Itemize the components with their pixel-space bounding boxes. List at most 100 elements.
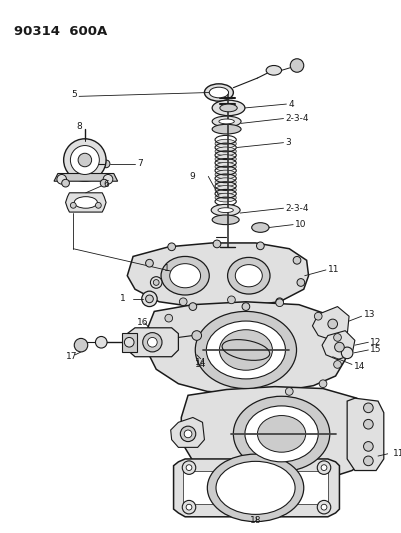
Circle shape [164, 314, 172, 322]
Circle shape [179, 298, 186, 305]
Text: 1: 1 [119, 294, 125, 303]
Circle shape [363, 441, 372, 451]
Polygon shape [181, 386, 377, 482]
Ellipse shape [212, 215, 239, 224]
Circle shape [150, 277, 162, 288]
Circle shape [95, 203, 101, 208]
Ellipse shape [235, 265, 261, 287]
Polygon shape [312, 306, 348, 341]
Circle shape [227, 296, 235, 304]
Ellipse shape [215, 178, 236, 187]
Ellipse shape [219, 104, 237, 112]
Circle shape [363, 456, 372, 466]
Polygon shape [54, 174, 117, 181]
Ellipse shape [215, 462, 294, 514]
Ellipse shape [215, 163, 236, 171]
Circle shape [180, 426, 195, 441]
Ellipse shape [244, 474, 265, 486]
Circle shape [333, 361, 340, 368]
Text: 10: 10 [294, 220, 306, 229]
Text: 7: 7 [137, 159, 142, 168]
Text: 16: 16 [137, 319, 148, 327]
Text: 2-3-4: 2-3-4 [285, 204, 308, 213]
Circle shape [145, 295, 153, 303]
Circle shape [142, 291, 157, 306]
Text: 11: 11 [391, 449, 401, 458]
Circle shape [363, 403, 372, 413]
Circle shape [102, 160, 109, 168]
Polygon shape [127, 328, 178, 357]
Ellipse shape [244, 406, 318, 462]
Text: 1: 1 [164, 263, 169, 272]
Polygon shape [321, 330, 354, 360]
Circle shape [275, 299, 283, 306]
Text: 11: 11 [327, 265, 338, 274]
Polygon shape [346, 398, 383, 471]
Circle shape [213, 240, 220, 248]
Text: 18: 18 [249, 516, 261, 525]
Ellipse shape [215, 139, 236, 148]
Circle shape [290, 59, 303, 72]
Circle shape [100, 179, 108, 187]
Circle shape [147, 337, 157, 347]
Circle shape [124, 337, 134, 347]
Circle shape [333, 334, 340, 341]
Circle shape [167, 243, 175, 251]
Circle shape [95, 336, 107, 348]
Polygon shape [127, 243, 308, 306]
Circle shape [184, 430, 191, 438]
Ellipse shape [265, 66, 281, 75]
Circle shape [57, 174, 67, 184]
Ellipse shape [207, 454, 303, 522]
Ellipse shape [215, 147, 236, 156]
Text: 4: 4 [288, 100, 293, 109]
Ellipse shape [215, 185, 236, 194]
Circle shape [256, 242, 263, 249]
Circle shape [78, 154, 91, 167]
Text: 14: 14 [353, 362, 365, 371]
Ellipse shape [219, 119, 234, 124]
Ellipse shape [215, 193, 236, 202]
Ellipse shape [211, 204, 239, 216]
Circle shape [103, 174, 113, 184]
Text: 2-3-4: 2-3-4 [285, 114, 308, 123]
Circle shape [320, 465, 326, 471]
Circle shape [188, 303, 196, 310]
Circle shape [153, 280, 159, 285]
Ellipse shape [212, 124, 241, 134]
Text: 13: 13 [363, 310, 374, 319]
Circle shape [145, 260, 153, 267]
Circle shape [292, 256, 300, 264]
Ellipse shape [251, 223, 268, 232]
Circle shape [314, 312, 321, 320]
Ellipse shape [227, 257, 269, 294]
Circle shape [186, 504, 191, 510]
Ellipse shape [206, 321, 285, 379]
Ellipse shape [257, 416, 305, 452]
Text: 14: 14 [194, 358, 206, 367]
Polygon shape [146, 302, 344, 393]
Text: 12: 12 [369, 338, 381, 347]
Ellipse shape [215, 155, 236, 164]
Circle shape [340, 347, 352, 359]
Ellipse shape [169, 264, 200, 288]
Text: 14: 14 [194, 360, 206, 369]
Ellipse shape [215, 170, 236, 179]
Ellipse shape [233, 396, 329, 472]
Polygon shape [239, 482, 267, 492]
Circle shape [191, 330, 201, 341]
Circle shape [70, 203, 76, 208]
Circle shape [182, 461, 195, 474]
Text: 8: 8 [76, 122, 82, 131]
Circle shape [182, 500, 195, 514]
Ellipse shape [219, 330, 272, 370]
Text: 3: 3 [285, 138, 290, 147]
Ellipse shape [204, 84, 233, 101]
Circle shape [363, 419, 372, 429]
Circle shape [285, 387, 292, 395]
Polygon shape [65, 193, 106, 212]
Circle shape [318, 380, 326, 387]
Circle shape [62, 179, 69, 187]
Circle shape [275, 298, 283, 305]
Ellipse shape [74, 197, 97, 208]
